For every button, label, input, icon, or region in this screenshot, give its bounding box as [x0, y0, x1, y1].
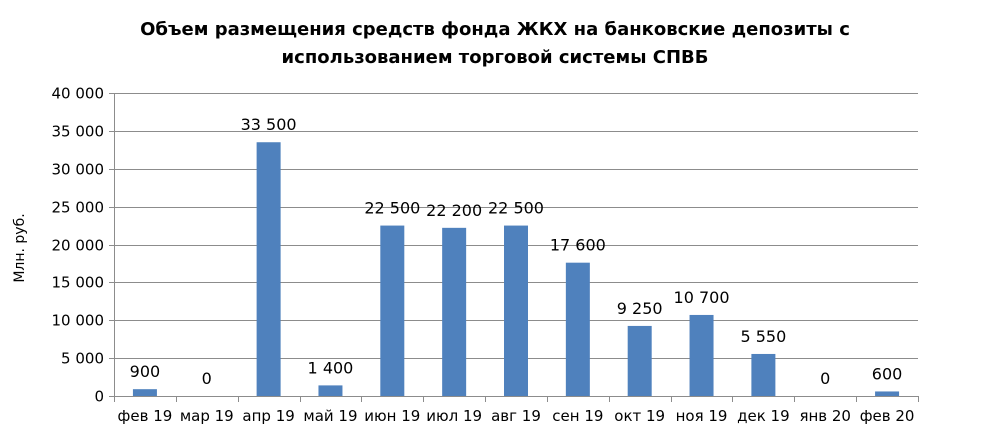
data-label: 0 — [202, 369, 212, 388]
chart-title: Объем размещения средств фонда ЖКХ на ба… — [120, 16, 870, 72]
data-label: 33 500 — [241, 115, 297, 134]
x-tick-label: мар 19 — [180, 407, 234, 425]
data-label: 17 600 — [550, 236, 606, 255]
data-label: 22 200 — [426, 201, 482, 220]
y-tick-label: 0 — [94, 388, 104, 406]
data-label: 0 — [820, 369, 830, 388]
x-tick-label: сен 19 — [552, 407, 603, 425]
bar-series — [132, 142, 900, 396]
y-axis-ticks: 0 5 000 10 000 15 000 20 000 25 000 30 000 35 0… — [52, 85, 114, 406]
bar — [442, 227, 467, 396]
data-label: 600 — [872, 364, 903, 383]
y-tick-label: 5 000 — [61, 350, 104, 368]
data-labels: 900 0 33 500 1 400 22 500 22 200 22 500 17 600 9… — [130, 115, 903, 388]
bar — [132, 389, 157, 396]
data-label: 9 250 — [617, 299, 663, 318]
x-tick-label: дек 19 — [737, 407, 790, 425]
y-tick-label: 20 000 — [52, 237, 105, 255]
x-tick-label: фев 20 — [860, 407, 915, 425]
x-tick-label: май 19 — [303, 407, 357, 425]
x-tick-label: июл 19 — [426, 407, 482, 425]
bar — [565, 262, 590, 396]
x-axis-ticks: фев 19 мар 19 апр 19 май 19 июн 19 июл 19 авг … — [114, 396, 919, 425]
y-tick-label: 40 000 — [52, 85, 105, 103]
data-label: 22 500 — [488, 199, 544, 218]
bar — [318, 385, 343, 396]
axes — [114, 93, 918, 397]
x-tick-label: апр 19 — [242, 407, 294, 425]
x-tick-label: июн 19 — [364, 407, 420, 425]
y-tick-label: 10 000 — [52, 312, 105, 330]
y-tick-label: 30 000 — [52, 161, 105, 179]
chart-title-line-1: Объем размещения средств фонда ЖКХ на ба… — [140, 19, 850, 40]
data-label: 900 — [130, 362, 161, 381]
bar — [504, 225, 528, 396]
y-tick-label: 25 000 — [52, 199, 105, 217]
data-label: 22 500 — [364, 199, 420, 218]
x-tick-label: янв 20 — [799, 407, 851, 425]
bar — [256, 142, 281, 396]
x-tick-label: авг 19 — [491, 407, 541, 425]
y-tick-label: 35 000 — [52, 123, 105, 141]
bar — [627, 325, 652, 396]
bar — [689, 314, 714, 396]
data-label: 1 400 — [308, 358, 354, 377]
gridlines — [114, 93, 918, 359]
bar — [380, 225, 405, 396]
bar — [875, 391, 900, 396]
y-tick-label: 15 000 — [52, 274, 105, 292]
data-label: 5 550 — [740, 327, 786, 346]
bar — [751, 353, 776, 396]
chart-title-line-2: использованием торговой системы СПВБ — [281, 47, 709, 68]
y-axis-title: Млн. руб. — [12, 213, 28, 282]
x-tick-label: фев 19 — [118, 407, 173, 425]
x-tick-label: ноя 19 — [676, 407, 728, 425]
data-label: 10 700 — [674, 288, 730, 307]
x-tick-label: окт 19 — [614, 407, 665, 425]
